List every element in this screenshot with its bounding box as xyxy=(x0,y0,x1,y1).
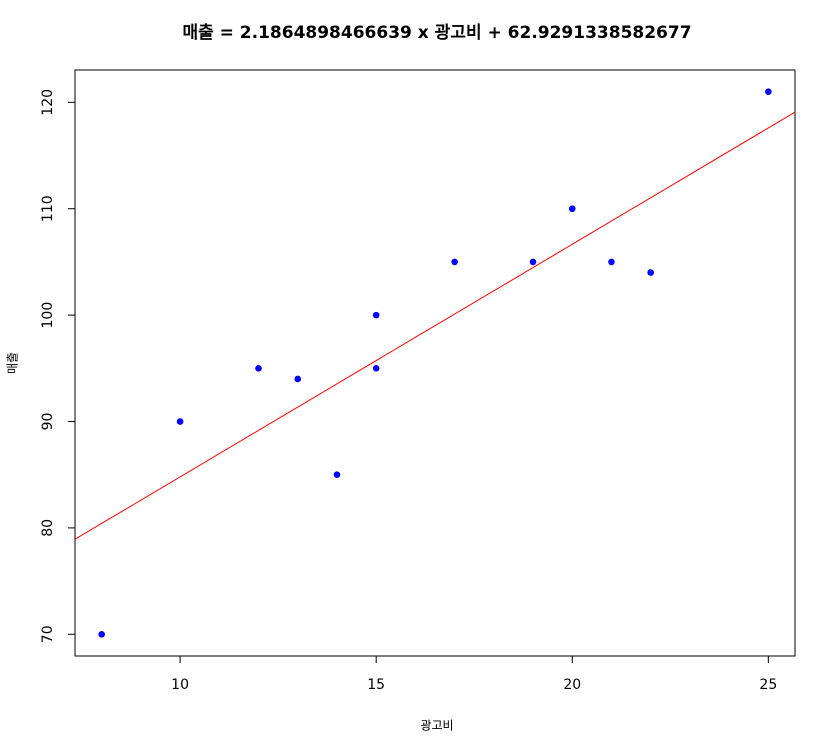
y-tick-label: 120 xyxy=(40,89,56,116)
point xyxy=(255,365,262,372)
point xyxy=(451,258,458,266)
point xyxy=(647,269,654,276)
y-tick-label: 110 xyxy=(40,195,56,222)
y-axis-label: 매출 xyxy=(6,352,20,374)
y-tick-label: 70 xyxy=(40,625,56,643)
fit-line-group xyxy=(75,111,795,540)
chart-title: 매출 = 2.1864898466639 x 광고비 + 62.92913385… xyxy=(182,23,691,43)
x-tick-label: 10 xyxy=(171,677,189,693)
x-axis-label: 광고비 xyxy=(420,719,453,733)
point xyxy=(98,630,105,638)
point xyxy=(372,311,380,319)
point xyxy=(608,258,615,266)
point xyxy=(176,418,184,425)
y-tick-label: 100 xyxy=(40,302,56,329)
y-tick-label: 80 xyxy=(40,519,56,537)
point xyxy=(765,88,772,96)
regression-line xyxy=(75,111,795,540)
x-tick-label: 20 xyxy=(563,677,581,693)
x-tick-label: 25 xyxy=(759,677,777,693)
plot-frame xyxy=(74,69,796,657)
y-tick-label: 90 xyxy=(40,413,56,431)
point xyxy=(294,375,302,383)
point xyxy=(529,258,537,266)
point xyxy=(333,471,341,479)
point xyxy=(568,205,576,213)
point xyxy=(372,365,380,372)
x-tick-label: 15 xyxy=(367,677,385,693)
